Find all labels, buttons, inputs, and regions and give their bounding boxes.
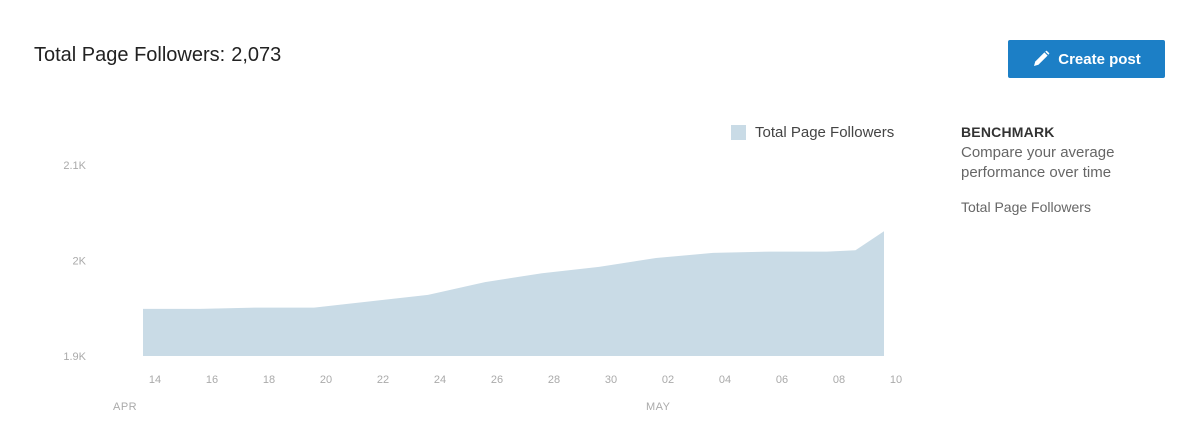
create-post-button[interactable]: Create post	[1008, 40, 1165, 78]
page-title-label: Total Page Followers:	[34, 44, 226, 66]
x-tick-label: 06	[776, 374, 788, 386]
create-post-label: Create post	[1058, 50, 1141, 68]
x-tick-label: 04	[719, 374, 731, 386]
data-point[interactable]	[853, 247, 859, 253]
data-point[interactable]	[425, 292, 431, 298]
data-point[interactable]	[482, 279, 488, 285]
pencil-icon	[1032, 50, 1050, 68]
data-point[interactable]	[368, 298, 374, 304]
data-point[interactable]	[824, 249, 830, 255]
data-point[interactable]	[653, 255, 659, 261]
y-tick-label: 2.1K	[63, 160, 86, 172]
chart-legend[interactable]: Total Page Followers	[731, 124, 894, 141]
month-label: APR	[113, 401, 137, 413]
y-tick-label: 2K	[73, 256, 87, 268]
benchmark-description: Compare your average performance over ti…	[961, 144, 1115, 181]
x-tick-label: 08	[833, 374, 845, 386]
benchmark-panel: BENCHMARK Compare your average performan…	[961, 124, 1161, 215]
x-tick-label: 14	[149, 374, 161, 386]
data-point[interactable]	[881, 228, 887, 234]
month-label: MAY	[646, 401, 671, 413]
x-tick-label: 24	[434, 374, 446, 386]
page-title: Total Page Followers: 2,073	[34, 44, 281, 67]
data-point[interactable]	[767, 249, 773, 255]
x-tick-label: 02	[662, 374, 674, 386]
data-point[interactable]	[539, 270, 545, 276]
data-point[interactable]	[311, 305, 317, 311]
data-point[interactable]	[596, 264, 602, 270]
benchmark-item[interactable]: Total Page Followers	[961, 199, 1091, 215]
data-point[interactable]	[140, 306, 146, 312]
legend-label: Total Page Followers	[755, 124, 895, 141]
x-tick-label: 26	[491, 374, 503, 386]
x-tick-label: 28	[548, 374, 560, 386]
x-tick-label: 30	[605, 374, 617, 386]
x-tick-label: 18	[263, 374, 275, 386]
area-series[interactable]	[143, 231, 884, 356]
data-point[interactable]	[197, 306, 203, 312]
y-tick-label: 1.9K	[63, 351, 86, 363]
follower-count: 2,073	[231, 44, 282, 66]
x-tick-label: 10	[890, 374, 902, 386]
x-tick-label: 16	[206, 374, 218, 386]
x-tick-label: 20	[320, 374, 332, 386]
legend-swatch	[731, 125, 746, 140]
x-tick-label: 22	[377, 374, 389, 386]
benchmark-heading: BENCHMARK	[961, 124, 1055, 140]
data-point[interactable]	[254, 305, 260, 311]
data-point[interactable]	[710, 250, 716, 256]
